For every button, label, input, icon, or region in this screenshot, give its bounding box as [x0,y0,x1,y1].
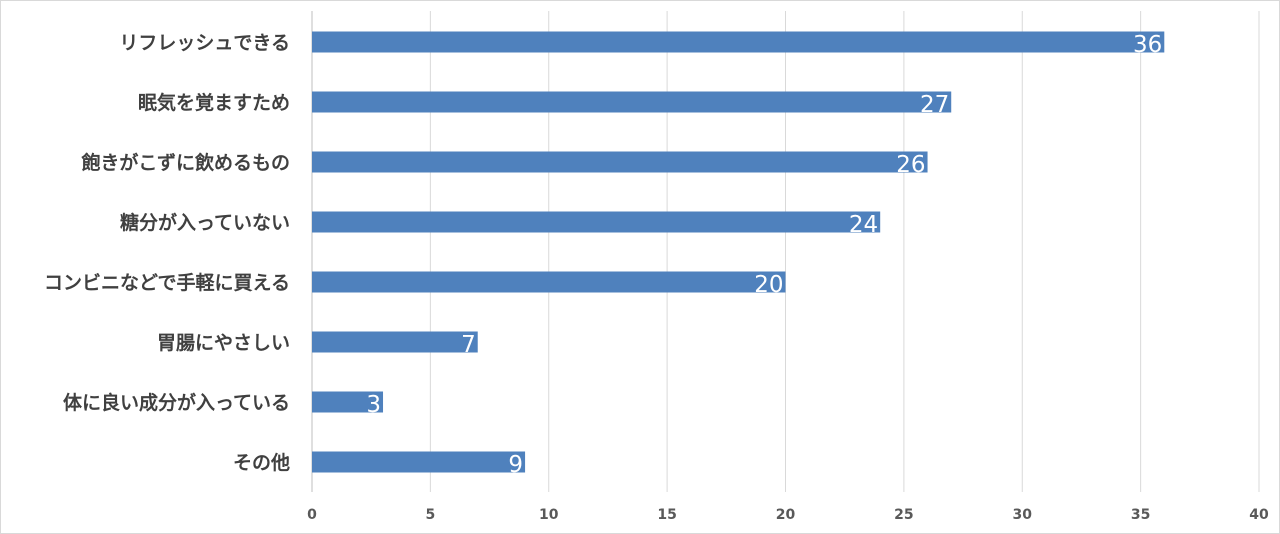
bars [312,31,1165,473]
data-label: 27 [920,92,949,118]
bar [312,211,881,233]
bar [312,91,952,113]
bar [312,451,526,473]
category-label: 胃腸にやさしい [157,332,290,354]
x-tick-label: 20 [776,507,796,523]
category-label: 体に良い成分が入っている [63,391,290,414]
category-label: 糖分が入っていない [120,211,290,234]
bar [312,391,384,413]
data-label: 24 [849,212,878,238]
category-label: その他 [233,451,290,474]
gridlines [311,11,1260,492]
x-tick-label: 35 [1131,507,1150,523]
data-label: 36 [1133,32,1162,58]
data-label: 20 [754,272,783,298]
data-label: 7 [461,332,476,358]
category-label: 飽きがこずに飲めるもの [80,151,290,174]
data-label: 9 [508,452,523,478]
x-tick-label: 25 [894,507,913,523]
data-label: 3 [366,392,381,418]
x-tick-label: 10 [539,507,559,523]
x-tick-label: 40 [1249,507,1269,523]
bar [312,331,478,353]
x-tick-label: 5 [426,507,436,523]
bar [312,31,1165,53]
x-tick-label: 0 [307,507,317,523]
x-tick-label: 30 [1013,507,1033,523]
category-label: リフレッシュできる [119,32,290,54]
category-labels: リフレッシュできる眠気を覚ますため飽きがこずに飲めるもの糖分が入っていないコンビ… [44,32,290,474]
category-label: 眠気を覚ますため [138,91,290,114]
x-axis-ticks: 0 5 10 15 20 25 30 35 40 [307,507,1269,523]
category-label: コンビニなどで手軽に買える [44,271,290,294]
x-tick-label: 15 [657,507,676,523]
data-label: 26 [896,152,925,178]
bar [312,151,928,173]
data-labels: 36 27 26 24 20 7 3 9 [366,32,1162,478]
bar [312,271,786,293]
